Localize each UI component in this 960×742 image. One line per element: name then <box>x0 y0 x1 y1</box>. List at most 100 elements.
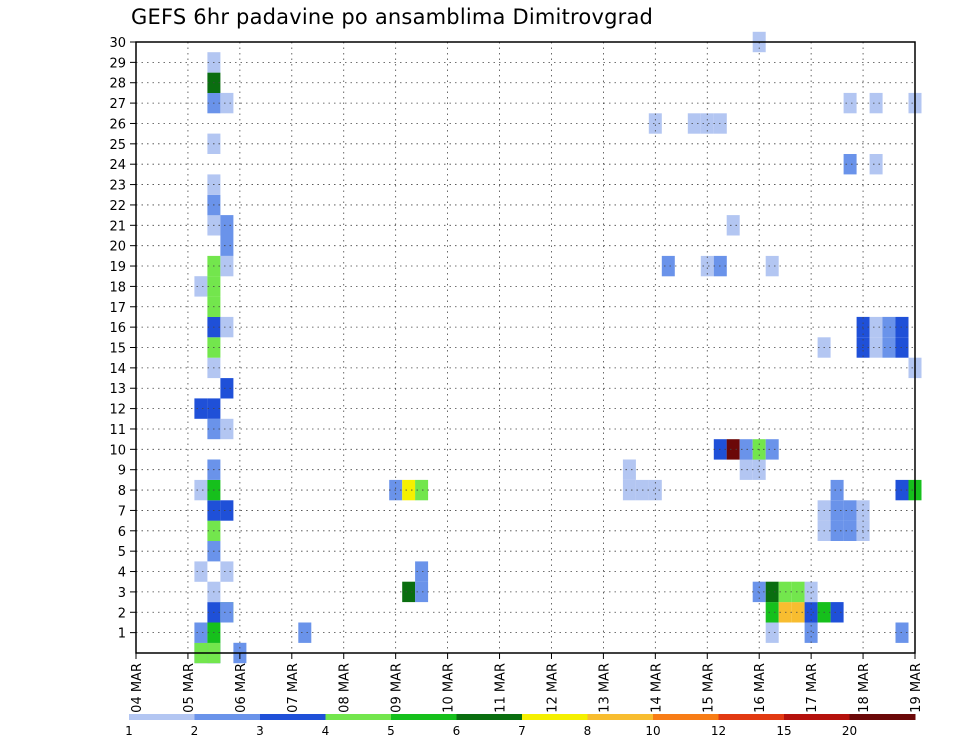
heatmap-cell <box>298 622 312 643</box>
colorbar-segment <box>522 714 588 720</box>
y-tick-label: 24 <box>109 158 126 173</box>
heatmap-cell <box>402 479 416 501</box>
heatmap-cell <box>830 500 844 521</box>
y-tick-label: 23 <box>109 179 126 194</box>
y-tick-label: 7 <box>118 504 126 519</box>
heatmap-cell <box>843 500 857 521</box>
heatmap-cell <box>765 602 779 623</box>
heatmap-cell <box>700 113 714 134</box>
colorbar-label: 8 <box>584 724 592 738</box>
y-tick-label: 29 <box>109 56 126 71</box>
heatmap-cell <box>415 561 429 582</box>
heatmap-cell <box>830 602 844 623</box>
y-tick-label: 28 <box>109 77 126 92</box>
x-tick-label: 04 MAR <box>130 663 145 713</box>
heatmap-cell <box>830 479 844 501</box>
y-tick-label: 12 <box>109 403 126 418</box>
y-tick-label: 15 <box>109 342 126 357</box>
colorbar-segment <box>194 714 261 720</box>
y-tick-label: 21 <box>109 219 126 234</box>
x-tick-label: 18 MAR <box>857 663 872 713</box>
colorbar-segment <box>260 714 326 720</box>
colorbar-label: 1 <box>125 724 133 738</box>
heatmap-cell <box>194 398 208 419</box>
heatmap-cell <box>415 581 429 603</box>
colorbar-segment <box>325 714 392 720</box>
heatmap-cell <box>739 439 753 460</box>
heatmap-cell <box>882 316 896 338</box>
colorbar: 1 2 3 4 5 6 7 8 10 12 15 20 <box>125 714 916 738</box>
heatmap-cell <box>882 337 896 358</box>
heatmap-cell <box>415 479 429 501</box>
heatmap-cell <box>402 581 416 603</box>
y-tick-label: 19 <box>109 260 126 275</box>
heatmap-cell <box>804 602 818 623</box>
colorbar-segment <box>718 714 785 720</box>
y-tick-label: 17 <box>109 301 126 316</box>
heatmap-cell <box>220 235 234 256</box>
y-tick-label: 26 <box>109 117 126 132</box>
heatmap-cell <box>194 276 208 297</box>
colorbar-label: 20 <box>842 724 857 738</box>
colorbar-segment <box>784 714 850 720</box>
y-tick-label: 4 <box>118 566 126 581</box>
heatmap-cell <box>726 215 740 236</box>
heatmap-cell <box>869 154 883 175</box>
heatmap-cell <box>220 215 234 236</box>
y-tick-label: 18 <box>109 280 126 295</box>
heatmap-cell <box>804 581 818 603</box>
heatmap-cell <box>869 92 883 114</box>
heatmap-cell <box>687 113 701 134</box>
heatmap-cell <box>194 479 208 501</box>
heatmap-cell <box>194 622 208 643</box>
heatmap-cell <box>220 378 234 399</box>
colorbar-label: 4 <box>322 724 330 738</box>
colorbar-label: 10 <box>645 724 660 738</box>
y-tick-label: 1 <box>118 627 126 642</box>
heatmap-cell <box>830 520 844 541</box>
colorbar-segment <box>391 714 457 720</box>
heatmap-cell <box>622 459 636 480</box>
grid-layer <box>136 42 915 653</box>
x-tick-label: 12 MAR <box>545 663 560 713</box>
colorbar-label: 6 <box>453 724 461 738</box>
heatmap-cell <box>700 255 714 277</box>
colorbar-label: 3 <box>256 724 264 738</box>
y-tick-label: 20 <box>109 240 126 255</box>
heatmap-cell <box>726 439 740 460</box>
heatmap-cell <box>648 479 662 501</box>
heatmap-cell <box>843 520 857 541</box>
heatmap-cell <box>765 255 779 277</box>
x-tick-label: 06 MAR <box>234 663 249 713</box>
heatmap-cell <box>752 459 766 480</box>
heatmap-cell <box>648 113 662 134</box>
heatmap-cell <box>843 92 857 114</box>
y-tick-label: 6 <box>118 525 126 540</box>
colorbar-label: 5 <box>387 724 395 738</box>
y-tick-label: 3 <box>118 586 126 601</box>
heatmap-cell <box>765 439 779 460</box>
colorbar-label: 15 <box>776 724 791 738</box>
colorbar-segment <box>849 714 916 720</box>
heatmap-cell <box>765 581 779 603</box>
heatmap-cell <box>869 337 883 358</box>
y-tick-label: 13 <box>109 382 126 397</box>
cells-layer <box>194 31 922 664</box>
heatmap-cell <box>869 316 883 338</box>
heatmap-cell <box>791 602 805 623</box>
y-tick-label: 8 <box>118 484 126 499</box>
x-tick-label: 07 MAR <box>286 663 301 713</box>
chart-title: GEFS 6hr padavine po ansamblima Dimitrov… <box>131 5 654 29</box>
heatmap-cell <box>220 418 234 440</box>
heatmap-cell <box>622 479 636 501</box>
x-tick-label: 17 MAR <box>805 663 820 713</box>
colorbar-segment <box>653 714 719 720</box>
x-tick-label: 14 MAR <box>649 663 664 713</box>
y-tick-label: 14 <box>109 362 126 377</box>
x-tick-label: 05 MAR <box>182 663 197 713</box>
heatmap-cell <box>752 581 766 603</box>
y-tick-label: 11 <box>109 423 126 438</box>
x-tick-label: 13 MAR <box>597 663 612 713</box>
colorbar-segment <box>129 714 195 720</box>
